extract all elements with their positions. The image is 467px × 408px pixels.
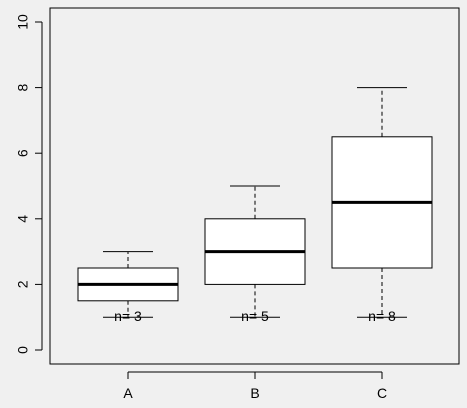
n-label-C: n= 8 [368,308,396,324]
box-series: n= 3 n= 5 n= 8 [77,87,433,324]
y-tick-label-3: 6 [15,149,31,157]
box-group-B: n= 5 [204,185,306,324]
box-group-C: n= 8 [331,87,433,324]
y-tick-label-5: 10 [15,14,31,30]
y-tick-label-0: 0 [15,346,31,354]
n-label-B: n= 5 [241,308,269,324]
y-axis: 0 2 4 6 8 10 [15,14,43,354]
y-tick-label-2: 4 [15,215,31,223]
x-tick-label-0: A [123,385,133,401]
y-tick-label-1: 2 [15,280,31,288]
n-label-A: n= 3 [114,308,142,324]
x-tick-label-2: C [377,385,387,401]
y-tick-label-4: 8 [15,83,31,91]
box-group-A: n= 3 [77,251,179,324]
plot-area-frame [49,7,460,365]
x-axis: A B C [123,371,387,401]
x-tick-label-1: B [250,385,259,401]
